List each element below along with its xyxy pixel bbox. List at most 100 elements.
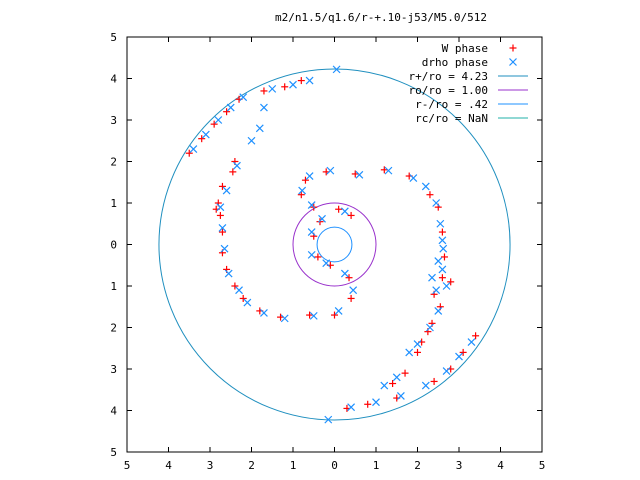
data-point <box>307 228 316 236</box>
data-point <box>331 311 338 319</box>
data-point <box>239 93 248 102</box>
legend-label: r-/ro = .42 <box>415 98 488 111</box>
data-point <box>216 203 225 212</box>
data-point <box>301 176 309 184</box>
data-point <box>297 77 305 85</box>
data-point <box>281 83 289 91</box>
data-point <box>335 205 343 213</box>
data-point <box>260 87 268 95</box>
data-point <box>314 253 322 261</box>
data-point <box>298 186 307 195</box>
x-tick-label: 4 <box>165 459 172 472</box>
data-point <box>413 340 422 349</box>
legend-label: r+/ro = 4.23 <box>409 70 488 83</box>
data-point <box>401 369 409 377</box>
data-point <box>447 278 455 286</box>
data-point <box>220 244 229 253</box>
chart-title: m2/n1.5/q1.6/r-+.10-j53/M5.0/512 <box>275 11 487 24</box>
data-point <box>189 145 198 153</box>
y-tick-label: 2 <box>110 322 117 335</box>
data-point <box>347 294 355 302</box>
data-point <box>185 149 193 157</box>
data-point <box>340 269 349 278</box>
data-point <box>440 253 448 261</box>
data-point <box>229 168 237 176</box>
data-point <box>243 298 252 307</box>
data-point <box>455 352 463 361</box>
y-tick-label: 3 <box>110 114 117 127</box>
data-point <box>372 398 380 407</box>
data-point <box>226 103 235 112</box>
x-tick-label: 4 <box>497 459 504 472</box>
legend-label: W phase <box>442 42 488 55</box>
data-point <box>289 80 297 89</box>
data-point <box>389 380 397 388</box>
reference-circle <box>316 226 353 263</box>
data-point <box>247 136 256 145</box>
data-point <box>438 274 446 282</box>
data-point <box>432 199 441 207</box>
y-tick-label: 2 <box>110 156 117 169</box>
legend-marker <box>509 44 517 52</box>
data-point <box>409 174 418 183</box>
data-point <box>326 166 335 175</box>
legend-label: rc/ro = NaN <box>415 112 488 125</box>
x-tick-label: 3 <box>207 459 214 472</box>
data-point <box>421 182 430 191</box>
data-point <box>235 286 243 295</box>
data-point <box>214 116 223 124</box>
data-point <box>305 172 314 180</box>
axis-ticks <box>126 36 543 453</box>
data-point <box>347 403 356 412</box>
data-point <box>255 124 264 133</box>
y-tick-label: 3 <box>110 363 117 376</box>
data-point <box>442 367 451 375</box>
data-point <box>349 286 358 295</box>
data-point <box>426 191 434 199</box>
data-point <box>392 373 401 382</box>
data-point <box>414 348 421 356</box>
data-point <box>307 250 316 259</box>
data-point <box>438 228 446 236</box>
data-point <box>347 211 355 219</box>
data-point <box>324 415 333 424</box>
data-point <box>472 332 480 340</box>
reference-circles <box>158 68 511 421</box>
data-point <box>436 219 445 228</box>
y-tick-label: 5 <box>110 446 117 459</box>
data-point <box>223 108 231 116</box>
data-point <box>430 377 438 385</box>
data-point <box>334 306 343 315</box>
data-point <box>434 257 443 266</box>
legend-marker <box>509 58 517 66</box>
data-point <box>216 211 224 219</box>
data-point <box>384 166 393 175</box>
data-point <box>268 84 277 93</box>
data-points <box>185 65 480 424</box>
y-tick-label: 4 <box>110 73 117 86</box>
x-tick-label: 3 <box>456 459 463 472</box>
x-tick-label: 1 <box>373 459 380 472</box>
data-point <box>421 381 430 390</box>
data-point <box>297 191 305 199</box>
data-point <box>364 400 372 408</box>
x-tick-label: 5 <box>539 459 546 472</box>
y-tick-label: 0 <box>110 239 117 252</box>
data-point <box>345 274 353 282</box>
y-tick-label: 4 <box>110 405 117 418</box>
data-point <box>231 282 239 290</box>
data-point <box>239 294 247 302</box>
data-point <box>434 306 443 315</box>
data-point <box>459 348 467 356</box>
data-point <box>355 170 364 179</box>
legend-label: ro/ro = 1.00 <box>409 84 488 97</box>
y-tick-label: 5 <box>110 31 117 44</box>
data-point <box>438 236 447 245</box>
legend-label: drho phase <box>422 56 488 69</box>
data-point <box>340 207 349 216</box>
data-point <box>218 182 226 190</box>
data-point <box>260 103 268 112</box>
data-point <box>351 170 359 178</box>
